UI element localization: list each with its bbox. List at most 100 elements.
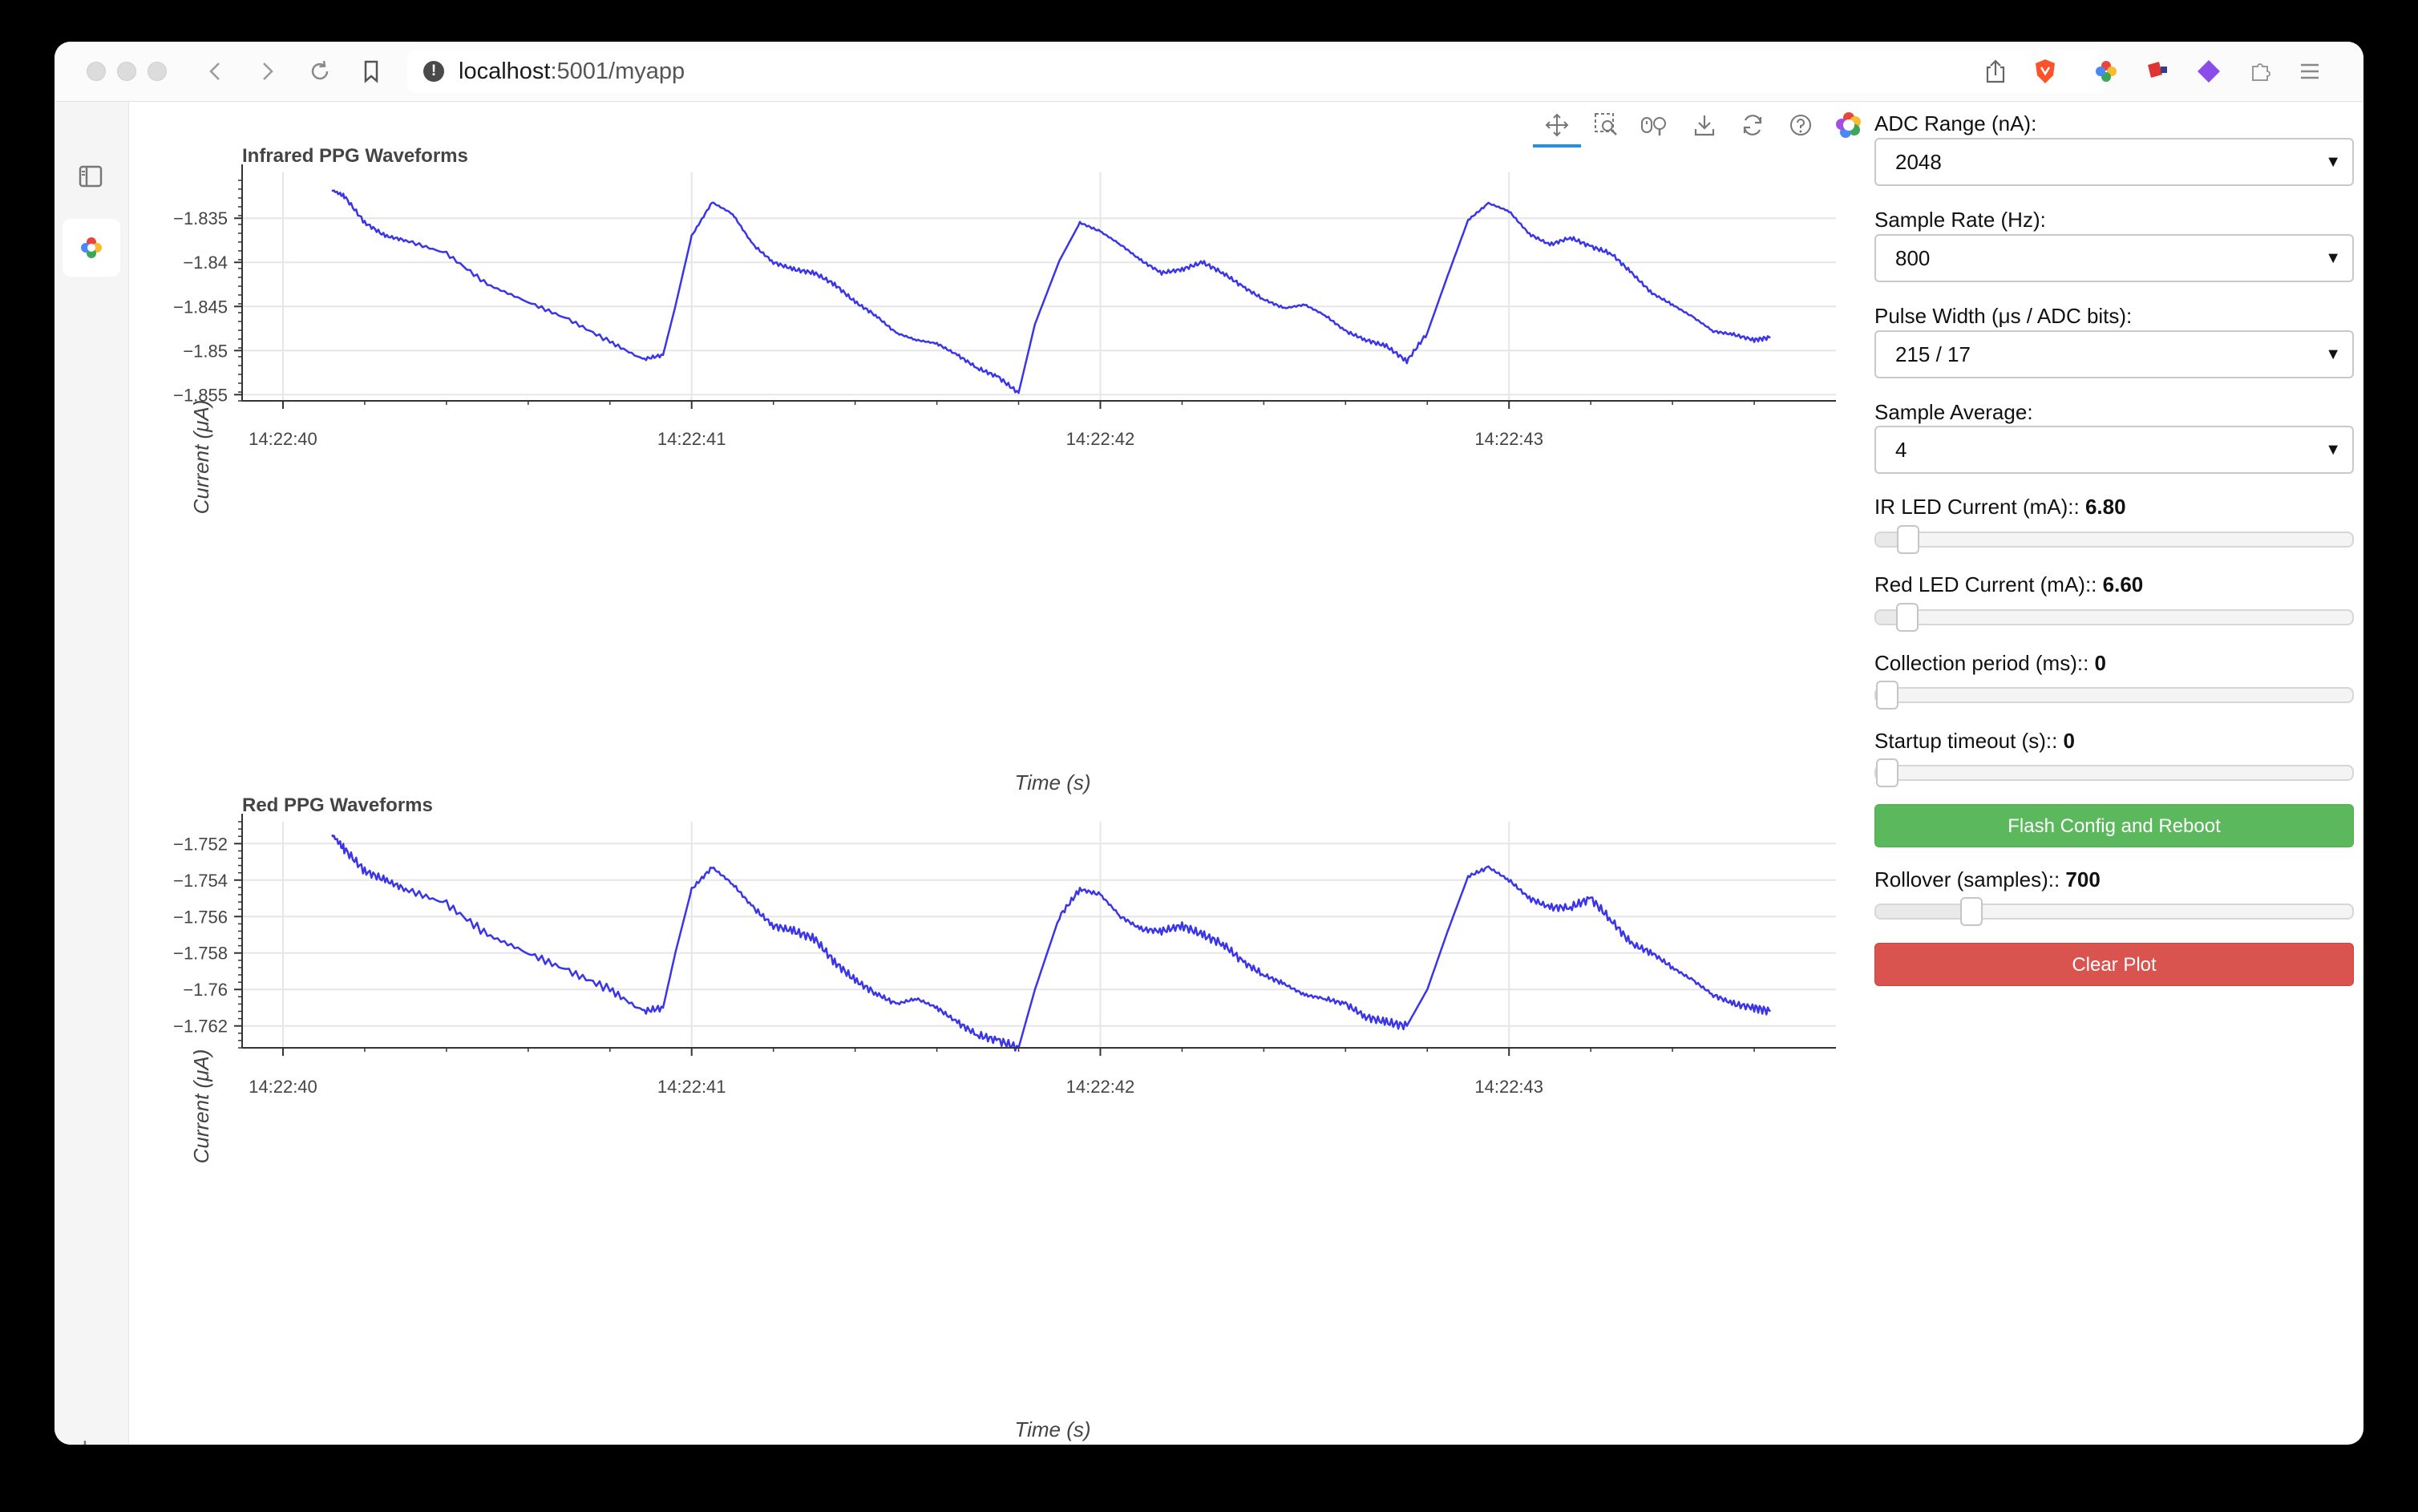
- clear-plot-button[interactable]: Clear Plot: [1874, 943, 2354, 986]
- sidebar-toggle-icon[interactable]: [74, 164, 106, 192]
- sample-rate-value: 800: [1895, 246, 1931, 270]
- extension-diamond-icon[interactable]: [2194, 56, 2224, 87]
- collection-period-value: 0: [2094, 651, 2107, 675]
- bokeh-logo-icon[interactable]: [1831, 107, 1866, 143]
- slider-handle[interactable]: [1876, 681, 1898, 710]
- red-plot[interactable]: Red PPG Waveforms −1.752 −1.754 −1.756 −1.7…: [173, 794, 1836, 1441]
- y-tick-label: −1.845: [173, 297, 228, 317]
- reload-icon[interactable]: [305, 56, 335, 87]
- x-tick-label: 14:22:40: [249, 429, 317, 449]
- y-tick-label: −1.85: [183, 341, 228, 361]
- browser-sidebar: +: [55, 102, 129, 1445]
- y-tick-label: −1.762: [173, 1017, 228, 1037]
- pulse-width-label: Pulse Width (μs / ADC bits):: [1874, 304, 2133, 328]
- slider-handle[interactable]: [1897, 525, 1920, 554]
- extension-colorwheel-icon[interactable]: [2091, 56, 2121, 87]
- flash-config-button[interactable]: Flash Config and Reboot: [1874, 804, 2354, 847]
- brave-shield-icon[interactable]: [2030, 56, 2060, 87]
- slider-handle[interactable]: [1876, 758, 1898, 787]
- pulse-width-value: 215 / 17: [1895, 342, 1971, 366]
- startup-timeout-label: Startup timeout (s):: 0: [1874, 729, 2075, 753]
- collection-period-slider[interactable]: [1874, 681, 2354, 710]
- red-plot-title: Red PPG Waveforms: [242, 794, 433, 816]
- y-tick-label: −1.76: [183, 980, 228, 1000]
- sidebar-app-tab[interactable]: [63, 219, 120, 277]
- box-zoom-icon[interactable]: [1589, 107, 1624, 143]
- adc-range-value: 2048: [1895, 150, 1942, 174]
- red-led-value: 6.60: [2102, 572, 2144, 596]
- x-tick-label: 14:22:41: [657, 429, 726, 449]
- active-tool-indicator: [1533, 144, 1581, 148]
- startup-timeout-value: 0: [2063, 729, 2075, 753]
- chevron-down-icon: ▼: [2325, 346, 2341, 363]
- collection-period-label: Collection period (ms):: 0: [1874, 651, 2107, 675]
- browser-window: ! localhost:5001/myapp: [55, 42, 2363, 1445]
- infrared-y-axis-label: Current (μA): [189, 400, 213, 515]
- y-tick-label: −1.84: [183, 253, 228, 273]
- chevron-down-icon: ▼: [2325, 441, 2341, 459]
- close-window-button[interactable]: [87, 62, 106, 81]
- rollover-slider[interactable]: [1874, 897, 2354, 926]
- infrared-x-axis-label: Time (s): [1014, 770, 1090, 794]
- plots-area[interactable]: Infrared PPG Waveforms −1.835 −1.84 −1.845…: [128, 102, 1876, 1445]
- reset-icon[interactable]: [1735, 107, 1770, 143]
- pan-tool-icon[interactable]: [1539, 107, 1575, 143]
- y-tick-label: −1.835: [173, 208, 228, 228]
- ppg-series-line: [331, 189, 1771, 394]
- controls-panel: ADC Range (nA): 2048 ▼ Sample Rate (Hz):…: [1874, 102, 2355, 1441]
- infrared-plot[interactable]: Infrared PPG Waveforms −1.835 −1.84 −1.845…: [173, 145, 1836, 794]
- address-bar[interactable]: ! localhost:5001/myapp: [407, 50, 2107, 93]
- slider-handle[interactable]: [1896, 603, 1919, 632]
- extensions-puzzle-icon[interactable]: [2245, 56, 2275, 87]
- ir-led-label: IR LED Current (mA):: 6.80: [1874, 495, 2126, 519]
- slider-handle[interactable]: [1959, 897, 1983, 926]
- infrared-plot-title: Infrared PPG Waveforms: [242, 145, 468, 167]
- red-y-axis-label: Current (μA): [189, 1049, 213, 1164]
- extension-flag-icon[interactable]: [2142, 56, 2173, 87]
- back-arrow-icon[interactable]: [200, 56, 231, 87]
- y-tick-label: −1.752: [173, 834, 228, 854]
- x-tick-label: 14:22:43: [1474, 1077, 1543, 1097]
- add-tab-icon[interactable]: +: [77, 1433, 93, 1445]
- red-led-slider[interactable]: [1874, 603, 2354, 632]
- x-tick-label: 14:22:42: [1066, 1077, 1135, 1097]
- x-tick-label: 14:22:43: [1474, 429, 1543, 449]
- y-tick-label: −1.855: [173, 385, 228, 405]
- red-x-axis-label: Time (s): [1014, 1417, 1090, 1441]
- share-icon[interactable]: [1980, 56, 2011, 87]
- ppg-series-line: [331, 834, 1772, 1052]
- y-tick-label: −1.758: [173, 944, 228, 964]
- red-led-label: Red LED Current (mA):: 6.60: [1874, 572, 2144, 596]
- adc-range-label: ADC Range (nA):: [1874, 111, 2037, 135]
- forward-arrow-icon[interactable]: [252, 56, 282, 87]
- x-tick-label: 14:22:40: [249, 1077, 317, 1097]
- x-tick-label: 14:22:41: [657, 1077, 726, 1097]
- pulse-width-select[interactable]: 215 / 17 ▼: [1874, 330, 2354, 378]
- rollover-label: Rollover (samples):: 700: [1874, 867, 2101, 891]
- url-text[interactable]: localhost:5001/myapp: [459, 59, 685, 84]
- browser-toolbar: ! localhost:5001/myapp: [55, 42, 2363, 102]
- zoom-window-button[interactable]: [148, 62, 167, 81]
- site-info-icon[interactable]: !: [423, 61, 444, 82]
- sample-rate-select[interactable]: 800 ▼: [1874, 234, 2354, 282]
- ir-led-value: 6.80: [2084, 495, 2126, 519]
- rollover-value: 700: [2065, 867, 2101, 891]
- menu-icon[interactable]: [2295, 56, 2325, 87]
- sample-average-label: Sample Average:: [1874, 400, 2033, 424]
- startup-timeout-slider[interactable]: [1874, 758, 2354, 787]
- ir-led-slider[interactable]: [1874, 525, 2354, 554]
- sample-average-value: 4: [1895, 438, 1907, 462]
- y-tick-label: −1.754: [173, 871, 228, 891]
- help-icon[interactable]: [1783, 107, 1818, 143]
- chevron-down-icon: ▼: [2325, 249, 2341, 267]
- sample-average-select[interactable]: 4 ▼: [1874, 426, 2354, 474]
- adc-range-select[interactable]: 2048 ▼: [1874, 138, 2354, 186]
- sample-rate-label: Sample Rate (Hz):: [1874, 208, 2046, 232]
- bookmark-icon[interactable]: [356, 56, 386, 87]
- save-download-icon[interactable]: [1687, 107, 1722, 143]
- chevron-down-icon: ▼: [2325, 153, 2341, 171]
- wheel-zoom-icon[interactable]: [1637, 107, 1672, 143]
- minimize-window-button[interactable]: [117, 62, 136, 81]
- x-tick-label: 14:22:42: [1066, 429, 1135, 449]
- y-tick-label: −1.756: [173, 907, 228, 927]
